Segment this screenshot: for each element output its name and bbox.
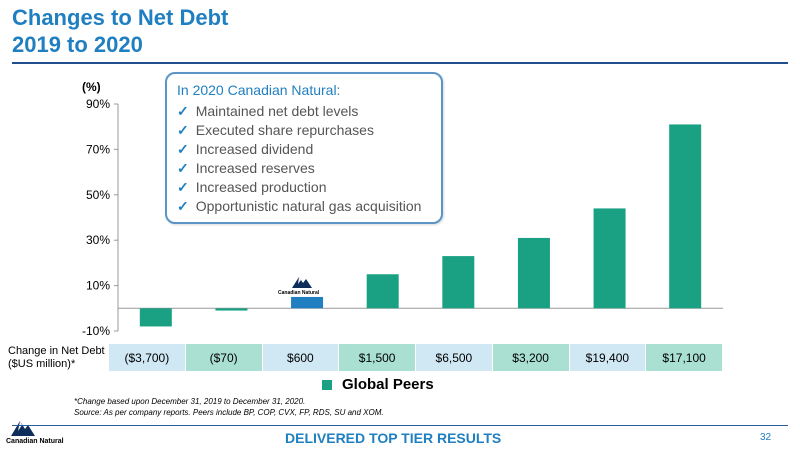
y-tick-label: 50% bbox=[86, 188, 110, 202]
net-debt-cell: $1,500 bbox=[339, 344, 416, 371]
net-debt-cell: $19,400 bbox=[569, 344, 647, 371]
net-debt-cell: ($3,700) bbox=[109, 344, 186, 371]
footer-tagline: DELIVERED TOP TIER RESULTS bbox=[285, 430, 502, 446]
bar-canadian-natural bbox=[291, 296, 324, 309]
bar-peer bbox=[593, 208, 626, 309]
footnote: *Change based upon December 31, 2019 to … bbox=[74, 396, 384, 418]
legend-swatch bbox=[322, 379, 332, 390]
canadian-natural-footer-logo: Canadian Natural bbox=[6, 418, 76, 448]
title-line-2: 2019 to 2020 bbox=[12, 32, 143, 57]
callout-title: In 2020 Canadian Natural: bbox=[177, 82, 341, 98]
check-icon: ✓ bbox=[177, 198, 189, 214]
footer-logo-text: Canadian Natural bbox=[6, 438, 64, 445]
y-tick-label: -10% bbox=[82, 324, 110, 338]
callout-item: ✓ Increased reserves bbox=[177, 160, 315, 176]
check-icon: ✓ bbox=[177, 103, 189, 119]
net-debt-cell: $6,500 bbox=[416, 344, 493, 371]
bar-peer bbox=[517, 237, 550, 309]
y-tick-label: 10% bbox=[86, 279, 110, 293]
y-tick-label: 70% bbox=[86, 142, 110, 156]
y-axis-unit-label: (%) bbox=[82, 80, 101, 94]
bar-peer bbox=[669, 124, 702, 309]
callout-item: ✓ Increased production bbox=[177, 179, 327, 195]
footnote-line-1: *Change based upon December 31, 2019 to … bbox=[74, 397, 306, 406]
callout-item: ✓ Increased dividend bbox=[177, 141, 314, 157]
callout-item: ✓ Executed share repurchases bbox=[177, 122, 374, 138]
check-icon: ✓ bbox=[177, 141, 189, 157]
net-debt-cell: $17,100 bbox=[646, 344, 723, 371]
bar-peer bbox=[366, 274, 399, 309]
canadian-natural-logo-icon bbox=[11, 421, 35, 436]
footer-rule bbox=[12, 425, 788, 426]
callout-item: ✓ Opportunistic natural gas acquisition bbox=[177, 198, 422, 214]
callout-item: ✓ Maintained net debt levels bbox=[177, 103, 359, 119]
chart-legend: Global Peers bbox=[322, 376, 434, 393]
bar-peer bbox=[442, 256, 475, 309]
page-title: Changes to Net Debt 2019 to 2020 bbox=[12, 4, 228, 58]
net-debt-cell: $600 bbox=[262, 344, 340, 371]
bar-peer bbox=[139, 308, 172, 327]
net-debt-cell: ($70) bbox=[185, 344, 263, 371]
highlights-callout: In 2020 Canadian Natural: ✓ Maintained ne… bbox=[165, 72, 443, 224]
title-line-1: Changes to Net Debt bbox=[12, 5, 229, 30]
bar-logo-text: Canadian Natural bbox=[278, 290, 320, 296]
y-tick-label: 90% bbox=[86, 97, 110, 111]
canadian-natural-bar-logo: Canadian Natural bbox=[278, 274, 330, 298]
net-debt-table: ($3,700) ($70) $600 $1,500 $6,500 $3,200… bbox=[109, 344, 723, 371]
bar-peer bbox=[215, 308, 248, 311]
check-icon: ✓ bbox=[177, 179, 189, 195]
footnote-line-2: Source: As per company reports. Peers in… bbox=[74, 408, 384, 417]
title-rule bbox=[12, 62, 788, 64]
callout-list: ✓ Maintained net debt levels ✓ Executed sh… bbox=[177, 102, 431, 216]
y-tick-label: 30% bbox=[86, 233, 110, 247]
net-debt-cell: $3,200 bbox=[492, 344, 570, 371]
page-number: 32 bbox=[760, 432, 772, 443]
legend-label: Global Peers bbox=[342, 376, 434, 393]
check-icon: ✓ bbox=[177, 160, 189, 176]
check-icon: ✓ bbox=[177, 122, 189, 138]
net-debt-row-label: Change in Net Debt ($US million)* bbox=[8, 345, 105, 370]
canadian-natural-logo-icon bbox=[292, 277, 312, 288]
